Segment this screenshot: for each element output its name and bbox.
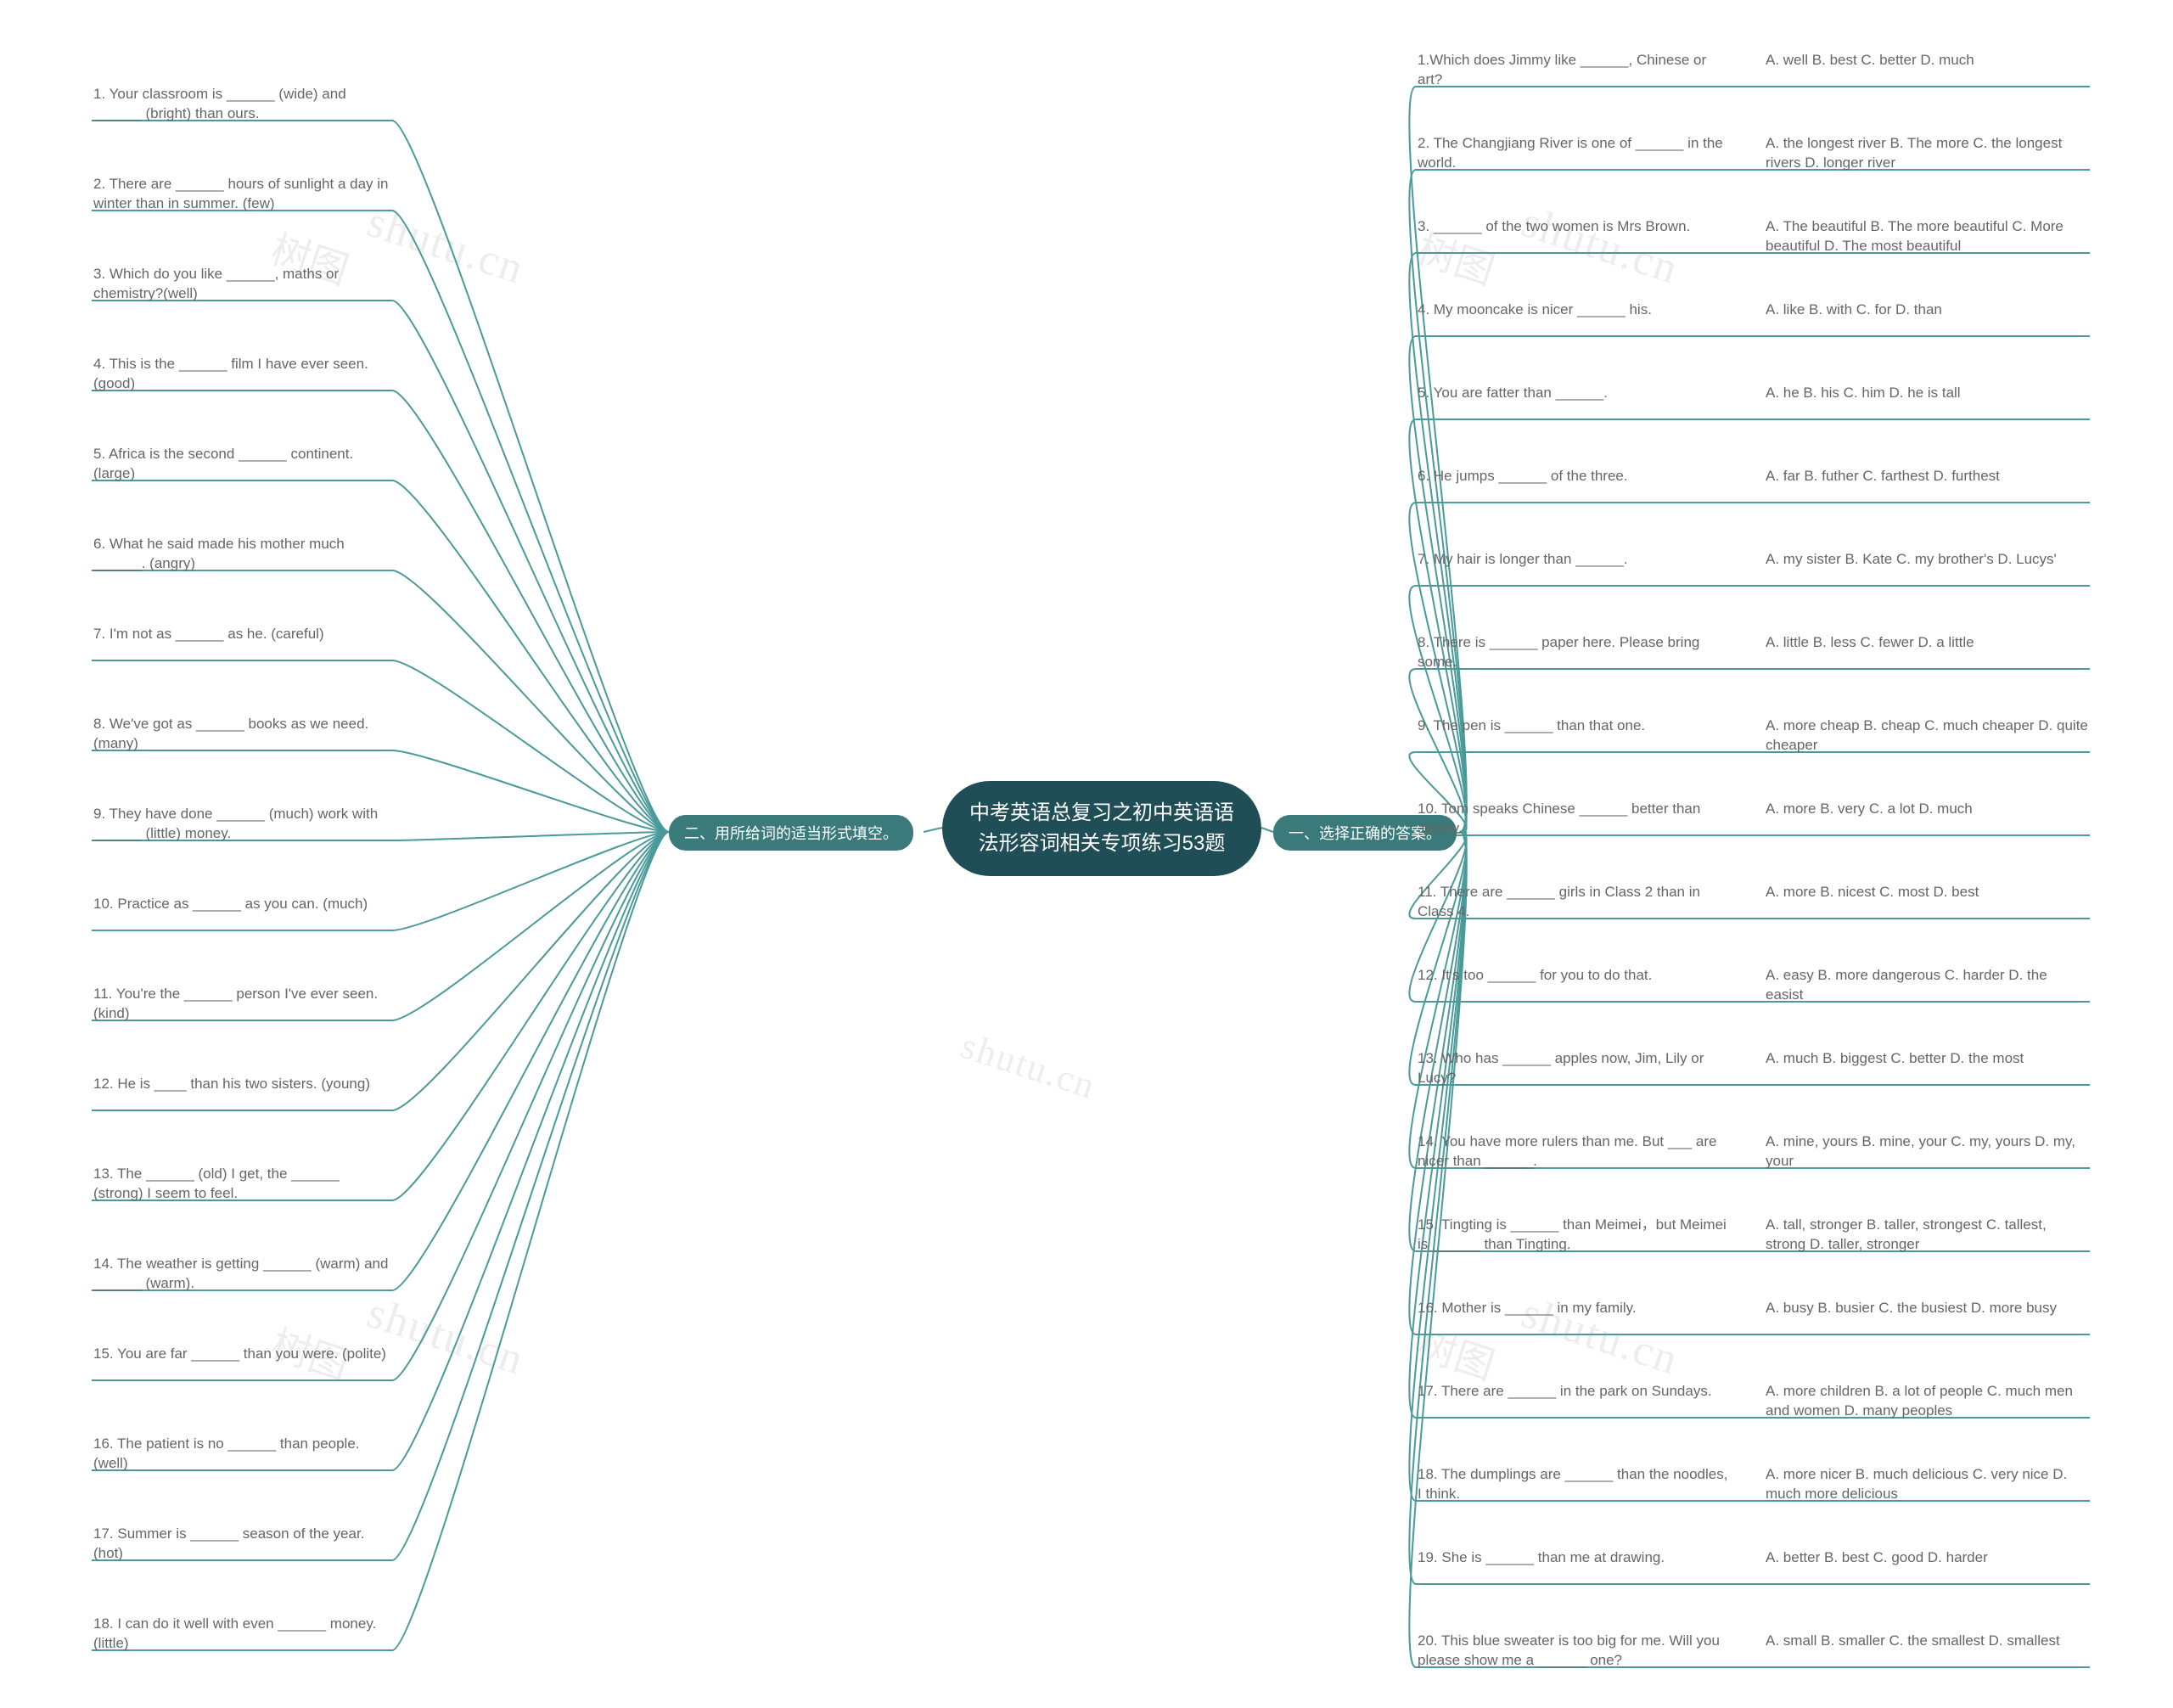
center-node: 中考英语总复习之初中英语语法形容词相关专项练习53题 xyxy=(942,781,1261,876)
left-q-2: 2. There are ______ hours of sunlight a … xyxy=(93,175,390,214)
right-a-18: A. more nicer B. much delicious C. very … xyxy=(1766,1465,2088,1504)
right-q-12: 12. It's too ______ for you to do that. xyxy=(1418,966,1732,986)
left-q-3: 3. Which do you like ______, maths or ch… xyxy=(93,265,390,304)
left-q-9: 9. They have done ______ (much) work wit… xyxy=(93,805,390,844)
left-q-11: 11. You're the ______ person I've ever s… xyxy=(93,985,390,1024)
mindmap-page: 树图 shutu.cn 树图 shutu.cn 树图 shutu.cn 树图 s… xyxy=(0,0,2173,1708)
right-a-1: A. well B. best C. better D. much xyxy=(1766,51,2088,70)
right-a-14: A. mine, yours B. mine, your C. my, your… xyxy=(1766,1132,2088,1171)
right-a-20: A. small B. smaller C. the smallest D. s… xyxy=(1766,1632,2088,1651)
center-title: 中考英语总复习之初中英语语法形容词相关专项练习53题 xyxy=(969,801,1234,855)
right-q-6: 6. He jumps ______ of the three. xyxy=(1418,467,1732,486)
right-q-7: 7. My hair is longer than ______. xyxy=(1418,550,1732,570)
right-a-16: A. busy B. busier C. the busiest D. more… xyxy=(1766,1299,2088,1318)
right-q-18: 18. The dumplings are ______ than the no… xyxy=(1418,1465,1732,1504)
left-q-5: 5. Africa is the second ______ continent… xyxy=(93,445,390,484)
right-a-15: A. tall, stronger B. taller, strongest C… xyxy=(1766,1216,2088,1255)
right-a-11: A. more B. nicest C. most D. best xyxy=(1766,883,2088,902)
right-q-9: 9. The pen is ______ than that one. xyxy=(1418,716,1732,736)
right-q-1: 1.Which does Jimmy like ______, Chinese … xyxy=(1418,51,1732,90)
right-q-3: 3. ______ of the two women is Mrs Brown. xyxy=(1418,217,1732,237)
right-q-8: 8. There is ______ paper here. Please br… xyxy=(1418,633,1732,672)
right-a-7: A. my sister B. Kate C. my brother's D. … xyxy=(1766,550,2088,570)
right-q-5: 5. You are fatter than ______. xyxy=(1418,384,1732,403)
left-q-15: 15. You are far ______ than you were. (p… xyxy=(93,1345,390,1364)
right-a-8: A. little B. less C. fewer D. a little xyxy=(1766,633,2088,653)
left-q-10: 10. Practice as ______ as you can. (much… xyxy=(93,895,390,914)
right-q-2: 2. The Changjiang River is one of ______… xyxy=(1418,134,1732,173)
right-q-16: 16. Mother is ______ in my family. xyxy=(1418,1299,1732,1318)
left-q-7: 7. I'm not as ______ as he. (careful) xyxy=(93,625,390,644)
right-q-20: 20. This blue sweater is too big for me.… xyxy=(1418,1632,1732,1671)
right-a-9: A. more cheap B. cheap C. much cheaper D… xyxy=(1766,716,2088,756)
right-a-2: A. the longest river B. The more C. the … xyxy=(1766,134,2088,173)
right-q-17: 17. There are ______ in the park on Sund… xyxy=(1418,1382,1732,1402)
left-q-13: 13. The ______ (old) I get, the ______ (… xyxy=(93,1165,390,1204)
right-a-10: A. more B. very C. a lot D. much xyxy=(1766,800,2088,819)
left-q-6: 6. What he said made his mother much ___… xyxy=(93,535,390,574)
right-q-19: 19. She is ______ than me at drawing. xyxy=(1418,1548,1732,1568)
right-a-17: A. more children B. a lot of people C. m… xyxy=(1766,1382,2088,1421)
section-left: 二、用所给词的适当形式填空。 xyxy=(669,815,913,851)
section-left-label: 二、用所给词的适当形式填空。 xyxy=(684,825,898,842)
right-q-10: 10. Tom speaks Chinese ______ better tha… xyxy=(1418,800,1732,839)
left-q-12: 12. He is ____ than his two sisters. (yo… xyxy=(93,1075,390,1094)
right-a-6: A. far B. futher C. farthest D. furthest xyxy=(1766,467,2088,486)
right-q-14: 14. You have more rulers than me. But __… xyxy=(1418,1132,1732,1171)
right-q-11: 11. There are ______ girls in Class 2 th… xyxy=(1418,883,1732,922)
left-q-4: 4. This is the ______ film I have ever s… xyxy=(93,355,390,394)
right-q-4: 4. My mooncake is nicer ______ his. xyxy=(1418,301,1732,320)
right-q-15: 15. Tingting is ______ than Meimei，but M… xyxy=(1418,1216,1732,1255)
right-q-13: 13. Who has ______ apples now, Jim, Lily… xyxy=(1418,1049,1732,1088)
left-q-8: 8. We've got as ______ books as we need.… xyxy=(93,715,390,754)
right-a-19: A. better B. best C. good D. harder xyxy=(1766,1548,2088,1568)
left-q-16: 16. The patient is no ______ than people… xyxy=(93,1435,390,1474)
left-q-14: 14. The weather is getting ______ (warm)… xyxy=(93,1255,390,1294)
left-q-1: 1. Your classroom is ______ (wide) and _… xyxy=(93,85,390,124)
left-q-18: 18. I can do it well with even ______ mo… xyxy=(93,1615,390,1654)
right-a-12: A. easy B. more dangerous C. harder D. t… xyxy=(1766,966,2088,1005)
right-a-4: A. like B. with C. for D. than xyxy=(1766,301,2088,320)
right-a-13: A. much B. biggest C. better D. the most xyxy=(1766,1049,2088,1069)
right-a-3: A. The beautiful B. The more beautiful C… xyxy=(1766,217,2088,256)
right-a-5: A. he B. his C. him D. he is tall xyxy=(1766,384,2088,403)
left-q-17: 17. Summer is ______ season of the year.… xyxy=(93,1525,390,1564)
